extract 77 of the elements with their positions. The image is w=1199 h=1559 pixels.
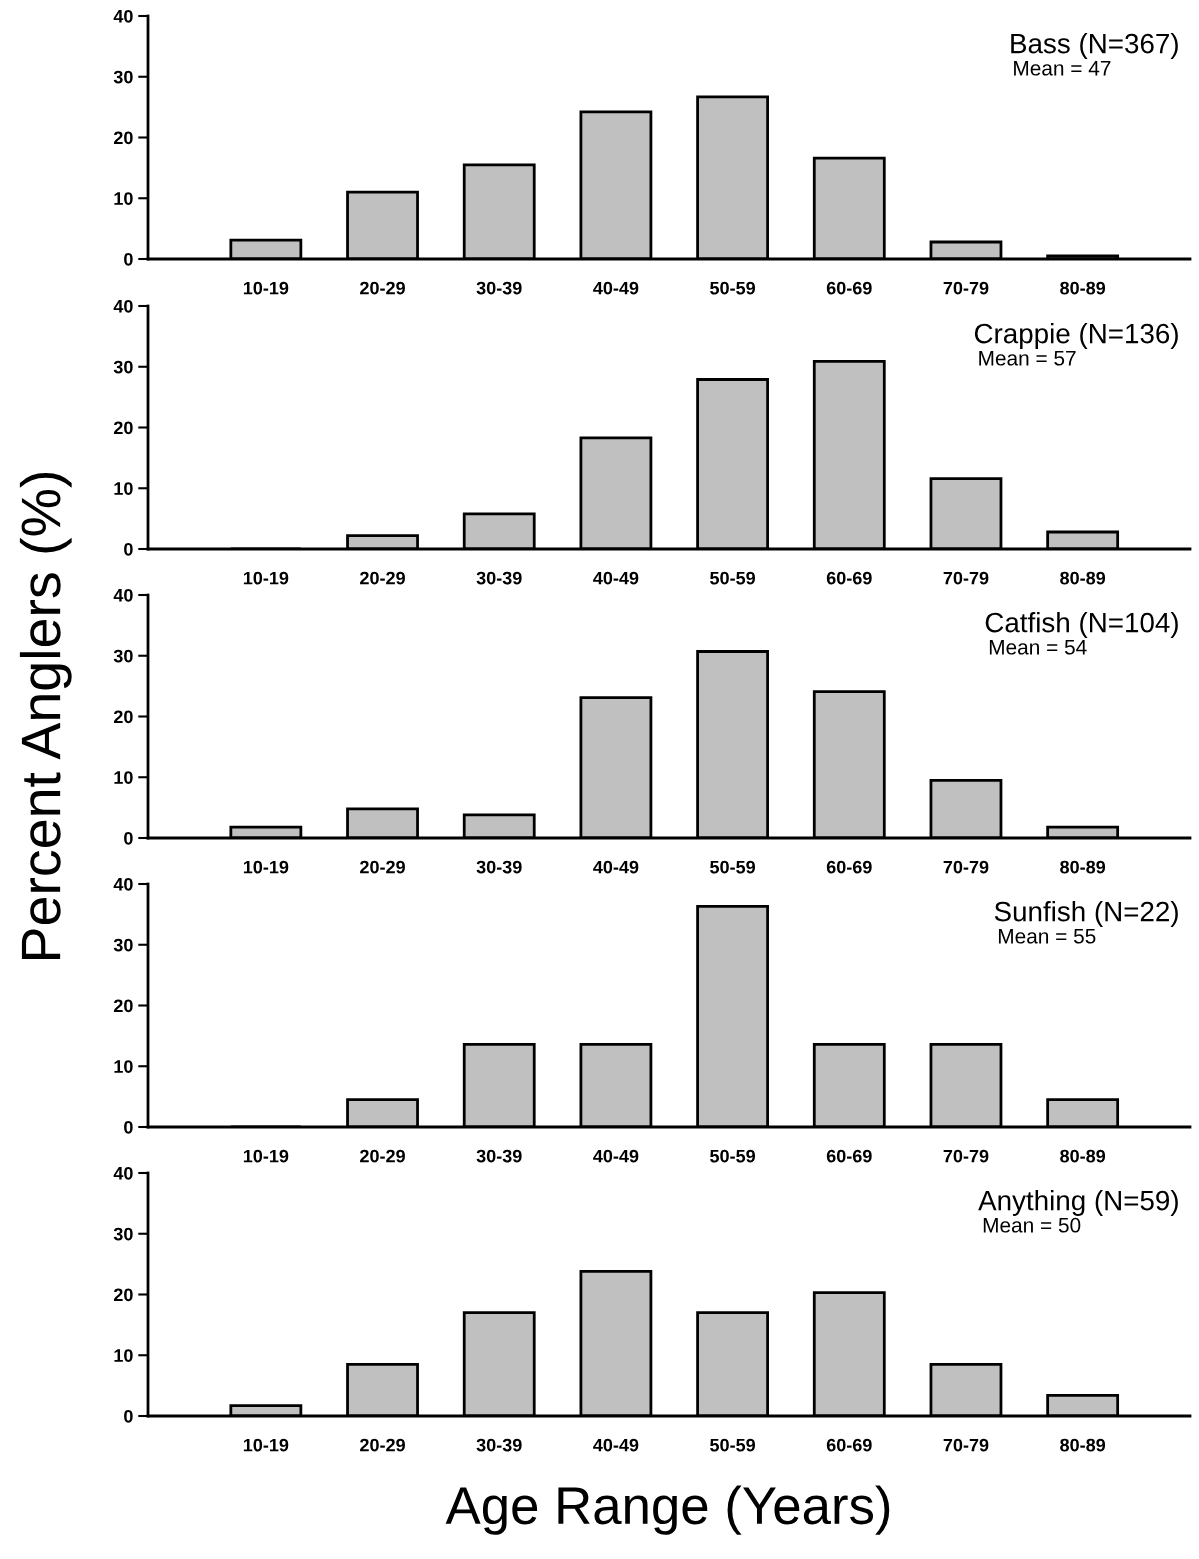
x-tick-label: 20-29: [360, 1438, 405, 1452]
y-tick-label: 0: [124, 1120, 133, 1134]
text: Anything (N=59): [978, 1190, 1178, 1216]
text: Mean = 47: [1014, 61, 1111, 76]
x-tick-label: 40-49: [593, 860, 639, 874]
x-tick-label: 10-19: [243, 860, 289, 874]
x-tick-label: 50-59: [710, 860, 756, 874]
x-tick-label: 60-69: [826, 571, 872, 585]
y-tick-label: 10: [114, 192, 133, 205]
y-tick-label: 40: [113, 877, 133, 891]
x-tick-label: 30-39: [476, 860, 522, 874]
x-tick-label: 40-49: [593, 281, 639, 295]
y-tick-label: 30: [113, 1227, 133, 1241]
x-tick-label: 30-39: [476, 1149, 522, 1163]
x-tick-label: 10-19: [243, 1438, 289, 1452]
text: Mean = 55: [998, 929, 1096, 944]
x-tick-label: 60-69: [826, 860, 872, 874]
x-tick-label: 80-89: [1060, 281, 1106, 295]
y-tick-label: 30: [113, 70, 133, 84]
x-tick-label: 40-49: [593, 571, 639, 585]
x-tick-label: 30-39: [476, 1438, 522, 1452]
y-tick-label: 20: [113, 131, 133, 145]
y-tick-label: 20: [113, 1288, 133, 1302]
x-tick-label: 10-19: [243, 1149, 289, 1163]
x-tick-label: 60-69: [826, 281, 872, 295]
x-axis-title: Age Range (Years): [445, 1485, 890, 1535]
x-tick-label: 30-39: [476, 281, 522, 295]
text: Catfish (N=104): [985, 612, 1178, 638]
y-tick-label: 10: [114, 1060, 133, 1073]
y-tick-label: 10: [114, 1349, 133, 1362]
y-tick-label: 40: [113, 1166, 133, 1180]
x-tick-label: 70-79: [943, 860, 989, 874]
x-tick-label: 80-89: [1060, 571, 1106, 585]
y-tick-label: 10: [114, 482, 133, 495]
y-tick-label: 40: [113, 588, 133, 602]
text: Mean = 50: [983, 1217, 1081, 1233]
x-tick-label: 20-29: [360, 1149, 405, 1163]
x-tick-label: 80-89: [1060, 1149, 1106, 1163]
y-tick-label: 40: [113, 299, 133, 313]
x-tick-label: 10-19: [243, 571, 289, 585]
text: Mean = 57: [979, 351, 1076, 366]
x-tick-label: 50-59: [710, 281, 756, 295]
y-tick-label: 30: [113, 649, 133, 663]
x-tick-label: 70-79: [943, 1438, 989, 1452]
y-tick-label: 10: [114, 771, 133, 784]
x-tick-label: 40-49: [593, 1438, 639, 1452]
text: Mean = 54: [989, 640, 1087, 655]
y-tick-label: 40: [113, 9, 133, 23]
y-tick-label: 0: [124, 252, 133, 266]
y-tick-label: 0: [124, 1409, 133, 1423]
text: Sunfish (N=22): [994, 901, 1178, 927]
x-tick-label: 70-79: [943, 281, 989, 295]
text: Crappie (N=136): [974, 323, 1178, 349]
x-tick-label: 20-29: [360, 571, 405, 585]
y-tick-label: 20: [113, 421, 133, 435]
y-tick-label: 30: [113, 360, 133, 374]
x-tick-label: 80-89: [1060, 1438, 1106, 1452]
y-tick-label: 20: [113, 710, 133, 724]
x-tick-label: 60-69: [826, 1438, 872, 1452]
x-tick-label: 70-79: [943, 1149, 989, 1163]
x-tick-label: 60-69: [826, 1149, 872, 1163]
x-tick-label: 80-89: [1060, 860, 1106, 874]
y-tick-label: 20: [113, 999, 133, 1013]
x-tick-label: 50-59: [710, 1149, 756, 1163]
y-tick-label: 30: [113, 938, 133, 952]
x-tick-label: 70-79: [943, 571, 989, 585]
x-tick-label: 20-29: [360, 860, 405, 874]
x-tick-label: 50-59: [710, 571, 756, 585]
text: Bass (N=367): [1011, 33, 1178, 59]
x-tick-label: 30-39: [476, 571, 522, 585]
x-tick-label: 10-19: [243, 281, 289, 295]
y-axis-title: Percent Anglers (%): [19, 472, 72, 959]
y-tick-label: 0: [124, 542, 133, 556]
x-tick-label: 40-49: [593, 1149, 639, 1163]
y-tick-label: 0: [124, 831, 133, 845]
x-tick-label: 20-29: [360, 281, 405, 295]
x-tick-label: 50-59: [710, 1438, 756, 1452]
